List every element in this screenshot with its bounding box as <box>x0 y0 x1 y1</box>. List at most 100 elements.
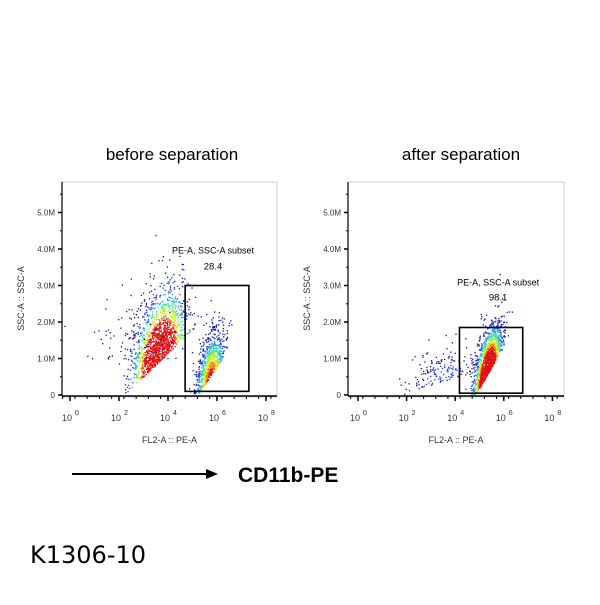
data-point <box>172 318 174 321</box>
data-point <box>147 371 149 373</box>
data-point <box>159 302 162 304</box>
data-point <box>500 341 502 343</box>
data-point <box>218 344 220 346</box>
data-point <box>107 329 110 331</box>
data-point <box>171 315 173 317</box>
data-point <box>109 347 111 349</box>
data-point <box>199 385 201 388</box>
data-point <box>202 374 204 376</box>
data-point <box>221 345 224 347</box>
data-point <box>481 361 483 363</box>
data-point <box>428 371 430 373</box>
data-point <box>167 276 169 278</box>
data-point <box>465 347 468 349</box>
data-point <box>465 338 467 340</box>
data-point <box>174 335 176 338</box>
data-point <box>161 309 164 312</box>
data-point <box>477 373 479 375</box>
data-point <box>169 328 171 331</box>
data-point <box>218 350 221 352</box>
data-point <box>205 373 207 375</box>
data-point <box>492 346 494 349</box>
data-point <box>485 337 487 339</box>
data-point <box>155 352 157 354</box>
data-point <box>430 375 432 378</box>
data-point <box>152 304 154 306</box>
data-point <box>479 369 481 371</box>
data-point <box>147 354 149 356</box>
data-point <box>423 370 425 373</box>
data-point <box>161 355 163 357</box>
data-point <box>168 333 170 336</box>
data-point <box>168 309 170 311</box>
data-point <box>167 305 169 307</box>
data-point <box>162 317 164 319</box>
data-point <box>169 334 171 336</box>
data-point <box>193 392 195 395</box>
data-point <box>214 364 217 367</box>
data-point <box>105 308 107 310</box>
data-point <box>499 321 501 323</box>
data-point <box>158 332 160 335</box>
data-point <box>164 340 167 342</box>
data-point <box>157 349 159 351</box>
data-point <box>214 362 216 364</box>
data-point <box>215 346 217 348</box>
data-point <box>488 342 490 344</box>
data-point <box>481 346 484 348</box>
data-point <box>204 362 206 364</box>
data-point <box>129 350 131 352</box>
data-point <box>129 369 131 371</box>
data-point <box>158 353 160 355</box>
data-point <box>139 361 142 363</box>
data-point <box>490 344 492 346</box>
data-point <box>153 334 155 336</box>
x-tick-exponent: 6 <box>509 410 513 417</box>
data-point <box>219 342 222 344</box>
data-point <box>142 353 144 355</box>
data-point <box>166 299 169 301</box>
data-point <box>479 387 481 389</box>
data-point <box>222 321 224 323</box>
data-point <box>491 325 493 328</box>
data-point <box>222 356 224 358</box>
data-point <box>215 328 217 330</box>
data-point <box>163 334 165 337</box>
x-tick-exponent: 4 <box>460 410 464 417</box>
data-point <box>152 294 155 296</box>
data-point <box>498 318 500 320</box>
data-point <box>130 294 132 297</box>
data-point <box>473 388 475 391</box>
data-point <box>501 315 503 317</box>
data-point <box>201 371 203 373</box>
data-point <box>171 348 173 350</box>
data-point <box>473 380 476 382</box>
data-point <box>439 376 441 378</box>
data-point <box>471 384 474 386</box>
data-point <box>475 388 478 390</box>
data-point <box>421 386 423 388</box>
data-point <box>149 308 151 310</box>
data-point <box>175 327 178 329</box>
data-point <box>144 313 146 315</box>
data-point <box>451 359 453 361</box>
data-point <box>152 334 154 336</box>
data-point <box>499 348 501 350</box>
data-point <box>166 298 169 300</box>
data-point <box>152 322 155 324</box>
data-point <box>423 372 425 375</box>
data-point <box>485 355 487 357</box>
data-point <box>64 325 66 328</box>
data-point <box>155 312 157 315</box>
data-point <box>169 349 171 351</box>
data-point <box>487 346 489 348</box>
data-point <box>210 349 212 351</box>
data-point <box>152 357 154 359</box>
data-point <box>144 361 146 363</box>
data-point <box>492 351 494 353</box>
x-tick-exponent: 6 <box>222 410 226 417</box>
data-point <box>465 364 468 366</box>
data-point <box>487 369 490 371</box>
data-point <box>499 274 501 276</box>
